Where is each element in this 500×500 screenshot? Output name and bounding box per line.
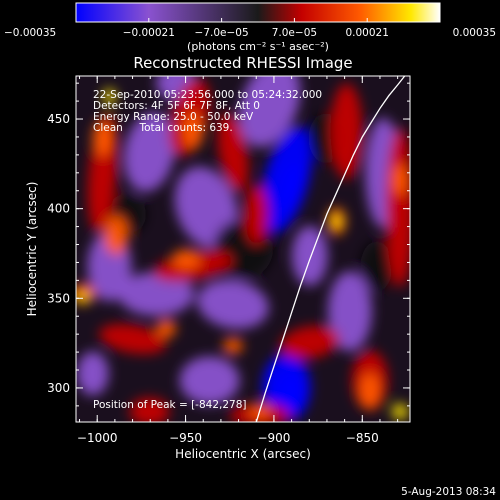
annotation-peak-position: Position of Peak = [-842,278] bbox=[93, 399, 247, 411]
x-tick-label: −950 bbox=[169, 431, 202, 445]
y-tick-label: 400 bbox=[47, 202, 70, 216]
y-tick-label: 300 bbox=[47, 381, 70, 395]
y-tick-label: 350 bbox=[47, 291, 70, 305]
colorbar: −0.00035 −0.00021 −7.0e−05 7.0e−05 0.00021 0.… bbox=[4, 2, 496, 53]
y-axis: 300 350 400 450 bbox=[47, 82, 410, 407]
solar-limb-curve bbox=[255, 76, 406, 422]
colorbar-ticks: −0.00035 −0.00021 −7.0e−05 7.0e−05 0.00021 0.… bbox=[4, 18, 496, 39]
x-tick-label: −900 bbox=[257, 431, 290, 445]
footer-date: 5-Aug-2013 08:34 bbox=[401, 486, 496, 498]
annotation-time-range: 22-Sep-2010 05:23:56.000 to 05:24:32.000 bbox=[93, 89, 322, 101]
colorbar-tick-label: 0.00035 bbox=[453, 27, 496, 39]
x-axis: −1000 −950 −900 −850 bbox=[77, 76, 399, 445]
colorbar-tick-label: −0.00021 bbox=[123, 27, 175, 39]
heatmap-image bbox=[76, 76, 410, 422]
plot-frame bbox=[75, 75, 411, 423]
y-axis-label: Heliocentric Y (arcsec) bbox=[25, 182, 39, 317]
x-axis-label: Heliocentric X (arcsec) bbox=[175, 447, 311, 461]
colorbar-tick-label: 0.00021 bbox=[345, 27, 388, 39]
x-tick-label: −1000 bbox=[77, 431, 118, 445]
chart-title: Reconstructed RHESSI Image bbox=[133, 54, 352, 72]
colorbar-tick-label: 7.0e−05 bbox=[272, 27, 317, 39]
annotation-detectors: Detectors: 4F 5F 6F 7F 8F, Att 0 bbox=[93, 100, 260, 112]
annotation-energy-range: Energy Range: 25.0 - 50.0 keV bbox=[93, 111, 254, 123]
colorbar-tick-label: −0.00035 bbox=[4, 27, 56, 39]
colorbar-tick-label: −7.0e−05 bbox=[195, 27, 249, 39]
colorbar-gradient bbox=[76, 3, 440, 22]
colorbar-frame bbox=[75, 2, 441, 23]
annotation-clean-counts: Clean Total counts: 639. bbox=[93, 122, 233, 134]
x-tick-label: −850 bbox=[346, 431, 379, 445]
annotations: 22-Sep-2010 05:23:56.000 to 05:24:32.000… bbox=[93, 89, 322, 411]
colorbar-units: (photons cm⁻² s⁻¹ asec⁻²) bbox=[187, 40, 329, 53]
y-tick-label: 450 bbox=[47, 112, 70, 126]
